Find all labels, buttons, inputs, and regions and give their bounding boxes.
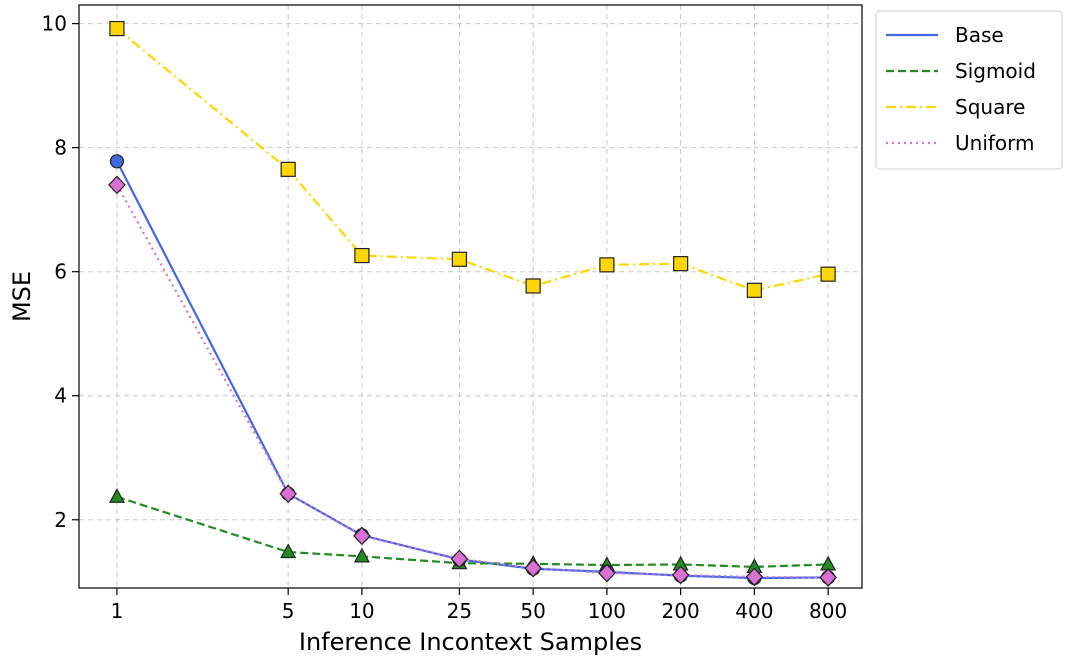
x-tick-label: 200: [662, 599, 700, 623]
legend-label-base: Base: [955, 23, 1004, 47]
data-point-sigmoid: [280, 543, 297, 559]
y-tick-label: 4: [54, 384, 67, 408]
legend-label-uniform: Uniform: [955, 131, 1035, 155]
legend-label-sigmoid: Sigmoid: [955, 59, 1036, 83]
legend-box: [875, 10, 1063, 170]
x-axis-label: Inference Incontext Samples: [299, 628, 642, 656]
x-tick-label: 400: [735, 599, 773, 623]
legend: Base Sigmoid Square Uniform: [875, 10, 1063, 170]
x-axis-ticks: 1 5 10 25 50 100 200 400 800: [111, 588, 847, 623]
x-tick-label: 800: [809, 599, 847, 623]
data-point-square: [280, 161, 296, 177]
data-point-sigmoid: [108, 488, 125, 503]
series-markers: [108, 20, 837, 587]
x-tick-label: 5: [282, 599, 295, 623]
y-tick-label: 10: [42, 12, 67, 36]
data-point-square: [746, 282, 762, 298]
series-line-square: [116, 27, 829, 292]
data-point-uniform: [108, 175, 126, 195]
y-tick-label: 6: [54, 260, 67, 284]
y-tick-label: 8: [54, 136, 67, 160]
data-point-uniform: [279, 484, 297, 504]
data-point-square: [599, 257, 615, 273]
plot-frame: [78, 4, 863, 589]
data-point-uniform: [353, 526, 371, 546]
x-tick-label: 100: [588, 599, 626, 623]
data-point-uniform: [598, 563, 616, 583]
series-line-base: [115, 160, 829, 580]
data-point-base: [109, 154, 125, 169]
data-point-uniform: [524, 558, 542, 578]
x-tick-label: 25: [447, 599, 472, 623]
data-point-uniform: [450, 549, 469, 569]
series-line-uniform: [115, 184, 829, 579]
legend-label-square: Square: [955, 95, 1025, 119]
data-point-uniform: [671, 565, 690, 585]
data-point-square: [673, 256, 689, 272]
series-lines: [115, 27, 829, 580]
data-point-square: [354, 247, 370, 264]
data-point-square: [820, 266, 836, 282]
data-point-square: [109, 20, 125, 37]
data-point-sigmoid: [820, 555, 837, 571]
data-point-sigmoid: [353, 547, 370, 563]
y-axis-ticks: 2 4 6 8 10: [42, 12, 79, 532]
grid-lines: [79, 5, 862, 588]
data-point-uniform: [819, 568, 837, 587]
data-point-uniform: [745, 567, 764, 587]
y-tick-label: 2: [54, 508, 67, 532]
x-tick-label: 50: [520, 599, 545, 623]
y-axis-label: MSE: [8, 271, 36, 322]
x-tick-label: 10: [349, 599, 374, 623]
data-point-square: [451, 251, 468, 267]
series-line-sigmoid: [116, 495, 829, 569]
x-tick-label: 1: [111, 599, 124, 623]
data-point-square: [525, 278, 541, 294]
